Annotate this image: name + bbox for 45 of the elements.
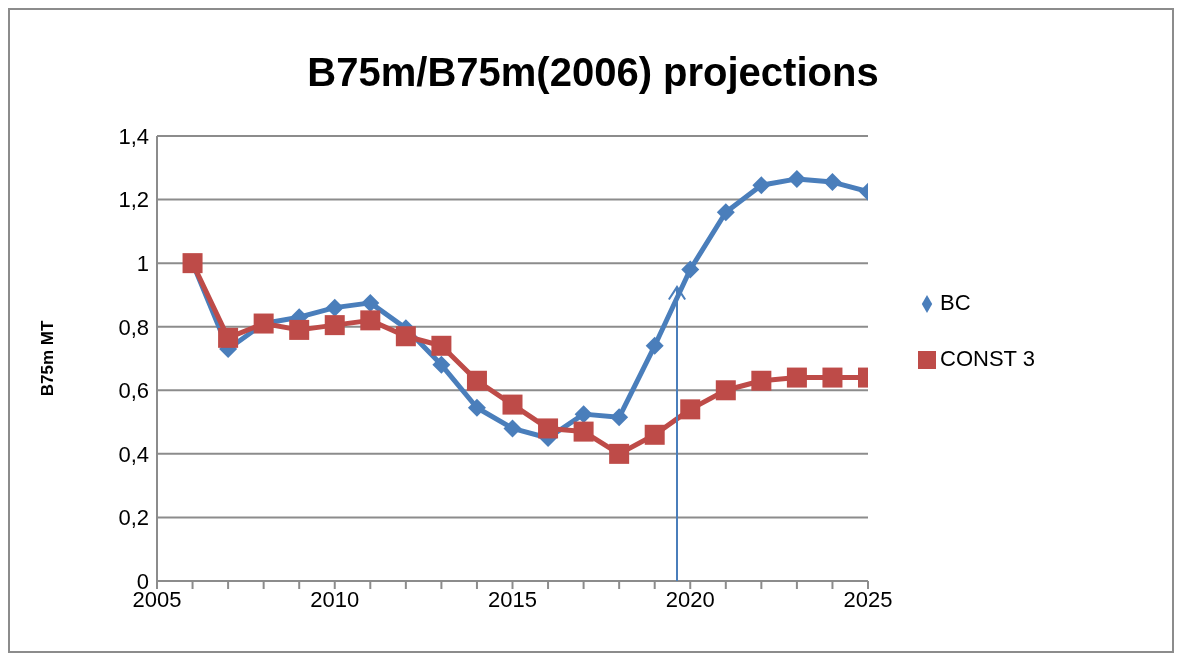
point bbox=[681, 260, 700, 279]
point bbox=[786, 367, 807, 388]
point bbox=[787, 169, 806, 188]
point bbox=[324, 315, 345, 336]
point bbox=[751, 370, 772, 391]
point bbox=[325, 298, 344, 317]
point bbox=[289, 319, 310, 340]
point bbox=[716, 203, 735, 222]
point bbox=[822, 367, 843, 388]
point bbox=[360, 310, 381, 331]
point bbox=[609, 443, 630, 464]
point bbox=[715, 380, 736, 401]
y-axis-title: B75m MT bbox=[38, 320, 58, 397]
y-tick-label: 1 bbox=[136, 250, 149, 276]
point bbox=[466, 370, 487, 391]
point bbox=[573, 421, 594, 442]
legend-label: CONST 3 bbox=[940, 345, 1035, 371]
point bbox=[538, 418, 559, 439]
x-tick-label: 2025 bbox=[843, 586, 893, 612]
point bbox=[361, 293, 380, 312]
y-tick-label: 0,2 bbox=[118, 505, 149, 531]
point bbox=[218, 327, 239, 348]
point bbox=[503, 419, 522, 438]
x-tick-label: 2020 bbox=[665, 586, 715, 612]
point bbox=[680, 399, 701, 420]
point bbox=[467, 398, 486, 417]
y-tick-label: 0,6 bbox=[118, 378, 149, 404]
y-tick-label: 1,4 bbox=[118, 123, 149, 149]
legend-label: BC bbox=[940, 289, 971, 315]
y-tick-label: 0,4 bbox=[118, 441, 149, 467]
y-tick-label: 0,8 bbox=[118, 314, 149, 340]
point bbox=[395, 326, 416, 347]
point bbox=[574, 405, 593, 424]
point bbox=[644, 424, 665, 445]
point bbox=[431, 335, 452, 356]
x-tick-label: 2015 bbox=[488, 586, 537, 612]
chart-title: B75m/B75m(2006) projections bbox=[306, 50, 880, 95]
point bbox=[752, 176, 771, 195]
point bbox=[645, 336, 664, 355]
point bbox=[432, 355, 451, 374]
y-tick-label: 1,2 bbox=[118, 187, 149, 213]
point bbox=[823, 173, 842, 192]
x-tick-label: 2010 bbox=[310, 586, 360, 612]
point bbox=[610, 408, 629, 427]
point bbox=[502, 394, 523, 415]
